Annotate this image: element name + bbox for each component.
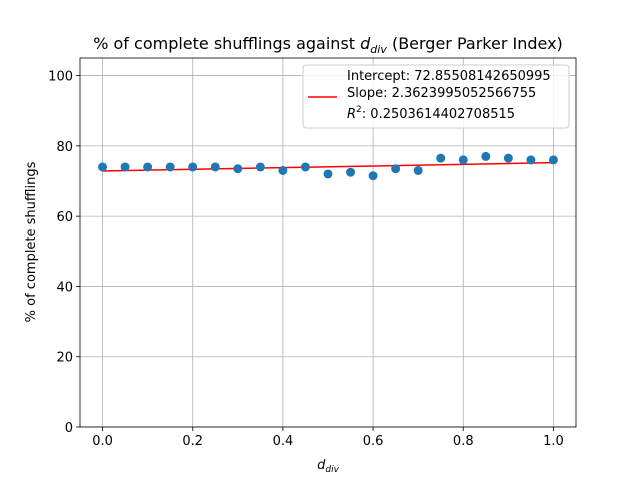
x-tick-label: 0.2: [182, 434, 203, 449]
data-point: [143, 162, 153, 172]
data-point: [368, 171, 378, 181]
y-tick-label: 80: [56, 140, 73, 155]
data-point: [323, 169, 333, 179]
fit-layer: [102, 161, 554, 172]
data-point: [526, 155, 536, 165]
x-tick-label: 0.8: [453, 434, 474, 449]
data-point: [503, 153, 513, 163]
data-point: [255, 162, 265, 172]
y-tick-label: 60: [56, 210, 73, 225]
y-tick-label: 40: [56, 280, 73, 295]
data-point: [346, 167, 356, 177]
data-point: [413, 165, 423, 175]
x-tick-label: 0.0: [92, 434, 113, 449]
data-point: [548, 155, 558, 165]
data-point: [391, 164, 401, 174]
legend-intercept: Intercept: 72.85508142650995: [347, 69, 551, 84]
chart-title: % of complete shufflings against ddiv (B…: [93, 34, 563, 56]
legend-r2: R2: 0.2503614402708515: [347, 105, 515, 122]
points-layer: [98, 151, 558, 181]
data-point: [165, 162, 175, 172]
data-point: [458, 155, 468, 165]
plot-frame: [79, 57, 577, 428]
x-tick-label: 0.4: [273, 434, 294, 449]
data-point: [300, 162, 310, 172]
x-axis-label: ddiv: [317, 458, 339, 475]
ticks-layer: 0.0 0.2 0.4 0.6 0.8 1.0 0 20 40 60 80 100: [48, 70, 564, 449]
y-tick-label: 0: [65, 421, 73, 436]
legend: Intercept: 72.85508142650995 Slope: 2.36…: [302, 64, 570, 129]
data-point: [278, 165, 288, 175]
data-point: [233, 164, 243, 174]
y-tick-label: 20: [56, 351, 73, 366]
data-point: [98, 162, 108, 172]
y-axis-label: % of complete shufflings: [24, 161, 39, 322]
data-point: [188, 162, 198, 172]
data-point: [436, 153, 446, 163]
data-point: [120, 162, 130, 172]
data-point: [210, 162, 220, 172]
data-point: [481, 151, 491, 161]
legend-box: [302, 64, 570, 129]
x-tick-label: 0.6: [363, 434, 384, 449]
y-tick-label: 100: [48, 70, 73, 85]
regression-line: [102, 161, 554, 172]
x-tick-label: 1.0: [543, 434, 564, 449]
legend-slope: Slope: 2.3623995052566755: [347, 86, 536, 101]
